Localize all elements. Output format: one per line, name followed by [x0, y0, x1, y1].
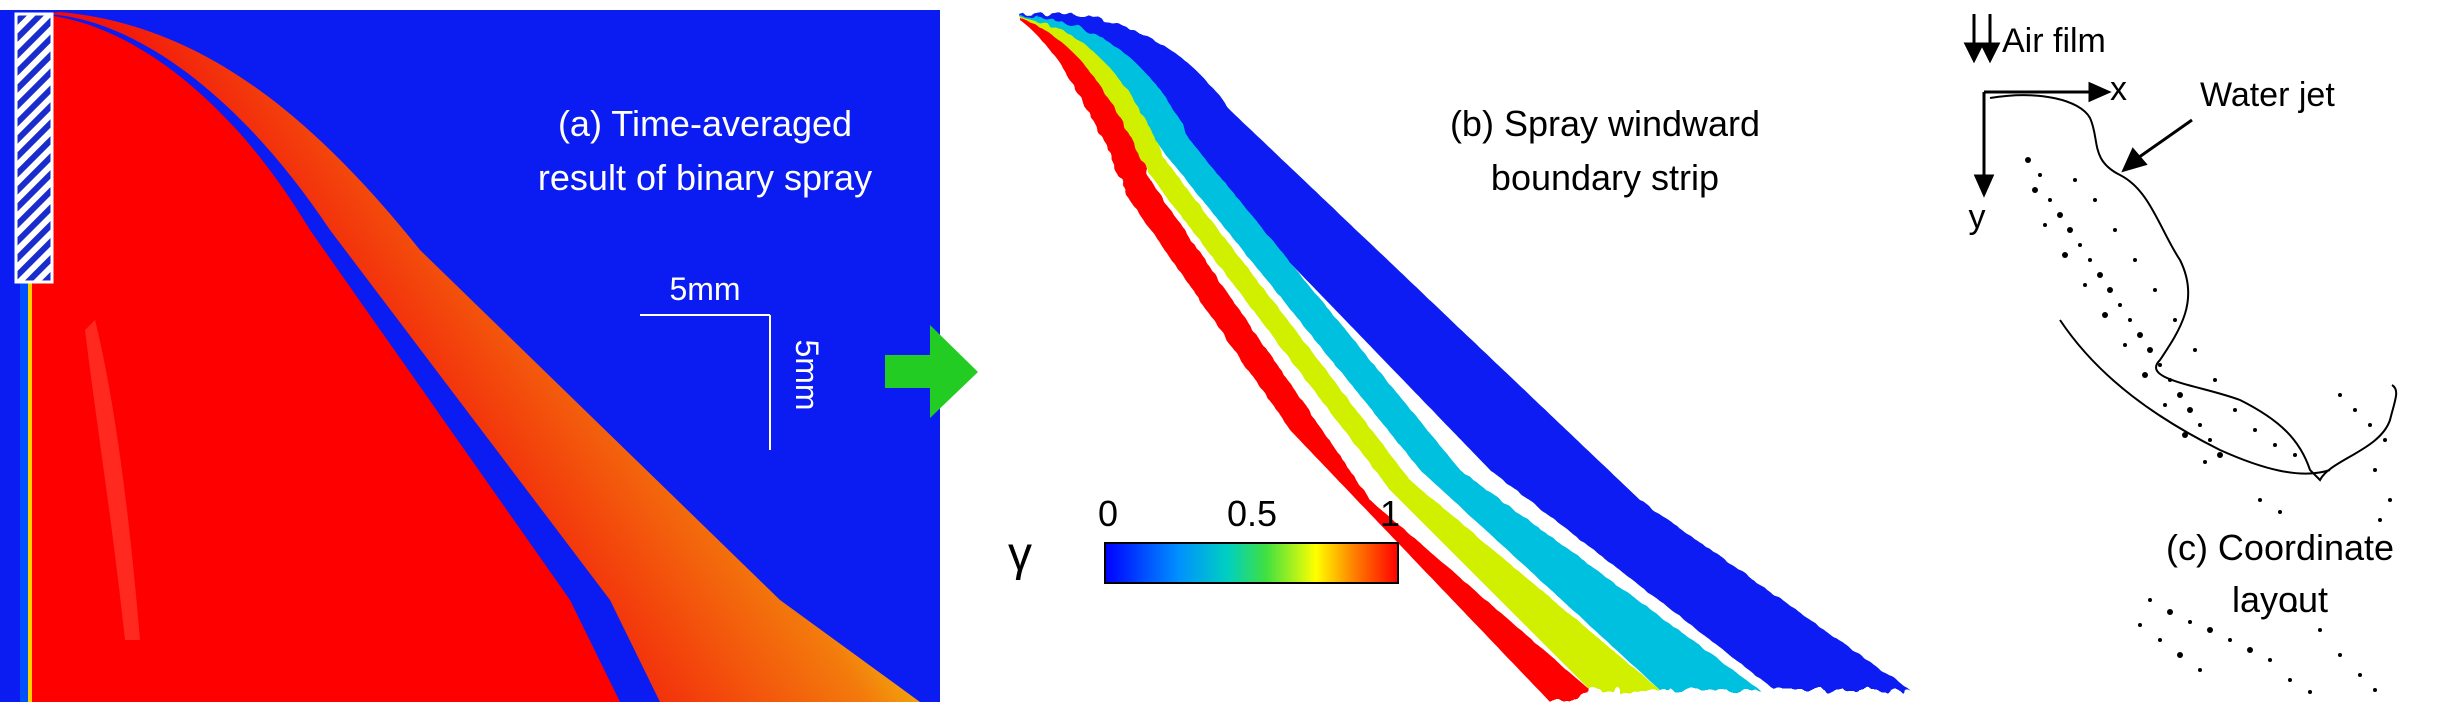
panel-b-caption-line2: boundary strip — [1491, 157, 1719, 198]
coordinate-axes — [1973, 81, 2112, 198]
colorbar: γ 0 0.5 1 — [1008, 493, 1400, 584]
panel-a-caption-line2: result of binary spray — [538, 157, 872, 198]
x-axis-label: x — [2110, 70, 2127, 108]
nozzle-wall — [14, 12, 54, 284]
panel-a: (a) Time-averaged result of binary spray… — [0, 10, 940, 702]
strip-green-yellow — [1020, 17, 1660, 690]
panel-c: Air film x y Water jet — [1963, 14, 2398, 694]
left-edge-strip-inner — [28, 280, 32, 702]
spray-core-region — [20, 14, 620, 702]
panel-b-caption-line1: (b) Spray windward — [1450, 103, 1760, 144]
panel-b: (b) Spray windward boundary strip — [1020, 13, 1910, 702]
air-film-arrows-icon — [1963, 14, 2001, 64]
green-arrow-icon — [885, 325, 978, 418]
water-jet-outline — [1989, 94, 2398, 482]
water-jet-arrow-icon — [2121, 118, 2193, 173]
scale-label-horizontal: 5mm — [669, 271, 740, 307]
strip-red-inner — [1020, 18, 1590, 702]
colorbar-tick-mid: 0.5 — [1227, 493, 1277, 534]
water-jet-inner-line — [2059, 319, 2331, 475]
panel-c-caption-line1: (c) Coordinate — [2166, 527, 2394, 568]
panel-a-caption-line1: (a) Time-averaged — [558, 103, 852, 144]
scale-label-vertical: 5mm — [789, 339, 825, 410]
panel-c-caption-line2: layout — [2232, 579, 2328, 620]
strip-cyan — [1020, 16, 1760, 690]
left-edge-strip — [20, 280, 30, 702]
spray-streak — [85, 320, 140, 640]
water-jet-label: Water jet — [2200, 76, 2335, 114]
air-film-label: Air film — [2002, 22, 2106, 60]
colorbar-tick-max: 1 — [1380, 493, 1400, 534]
strip-blue-outer — [1020, 13, 1910, 691]
spray-boundary-band — [40, 12, 920, 702]
colorbar-gradient — [1104, 542, 1399, 584]
droplet-cloud — [2025, 157, 2392, 694]
scale-bar — [640, 314, 771, 450]
colorbar-tick-min: 0 — [1098, 493, 1118, 534]
y-axis-label: y — [1969, 198, 1986, 236]
colorbar-symbol: γ — [1008, 528, 1032, 581]
